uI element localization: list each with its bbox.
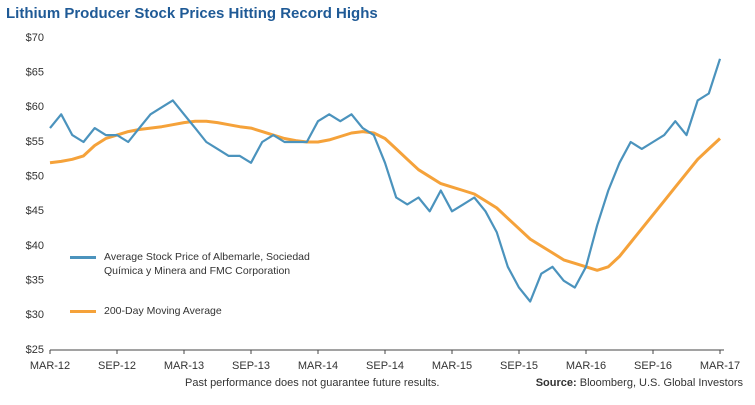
y-tick-label: $70 bbox=[26, 32, 44, 44]
chart-title: Lithium Producer Stock Prices Hitting Re… bbox=[6, 5, 378, 22]
x-tick-label: SEP-16 bbox=[634, 360, 672, 372]
source-label: Source: bbox=[535, 377, 577, 389]
y-tick-label: $35 bbox=[26, 275, 44, 287]
source: Source: Bloomberg, U.S. Global Investors bbox=[536, 377, 743, 389]
legend-label: 200-Day Moving Average bbox=[104, 305, 222, 317]
y-tick-label: $40 bbox=[26, 240, 44, 252]
x-tick-label: SEP-12 bbox=[98, 360, 136, 372]
y-tick-label: $55 bbox=[26, 136, 44, 148]
series-line bbox=[49, 58, 722, 303]
x-tick-label: MAR-13 bbox=[164, 360, 204, 372]
legend-swatch bbox=[70, 310, 96, 313]
y-tick-label: $45 bbox=[26, 205, 44, 217]
series-line bbox=[49, 119, 722, 272]
footnote: Past performance does not guarantee futu… bbox=[185, 377, 440, 389]
legend-label: Average Stock Price of Albemarle, Socied… bbox=[104, 251, 310, 277]
x-tick-label: MAR-16 bbox=[566, 360, 606, 372]
x-tick-label: MAR-15 bbox=[432, 360, 472, 372]
x-tick-label: MAR-17 bbox=[700, 360, 740, 372]
x-tick-label: SEP-13 bbox=[232, 360, 270, 372]
y-tick-label: $50 bbox=[26, 171, 44, 183]
x-tick-label: SEP-14 bbox=[366, 360, 404, 372]
source-text: Bloomberg, U.S. Global Investors bbox=[579, 377, 743, 389]
y-tick-label: $30 bbox=[26, 309, 44, 321]
x-tick-label: MAR-12 bbox=[30, 360, 70, 372]
legend-item: 200-Day Moving Average bbox=[70, 304, 314, 318]
x-tick-label: SEP-15 bbox=[500, 360, 538, 372]
legend-swatch bbox=[70, 256, 96, 259]
x-tick-label: MAR-14 bbox=[298, 360, 338, 372]
y-tick-label: $60 bbox=[26, 101, 44, 113]
y-tick-label: $65 bbox=[26, 67, 44, 79]
y-tick-label: $25 bbox=[26, 344, 44, 356]
legend-item: Average Stock Price of Albemarle, Socied… bbox=[70, 250, 314, 278]
